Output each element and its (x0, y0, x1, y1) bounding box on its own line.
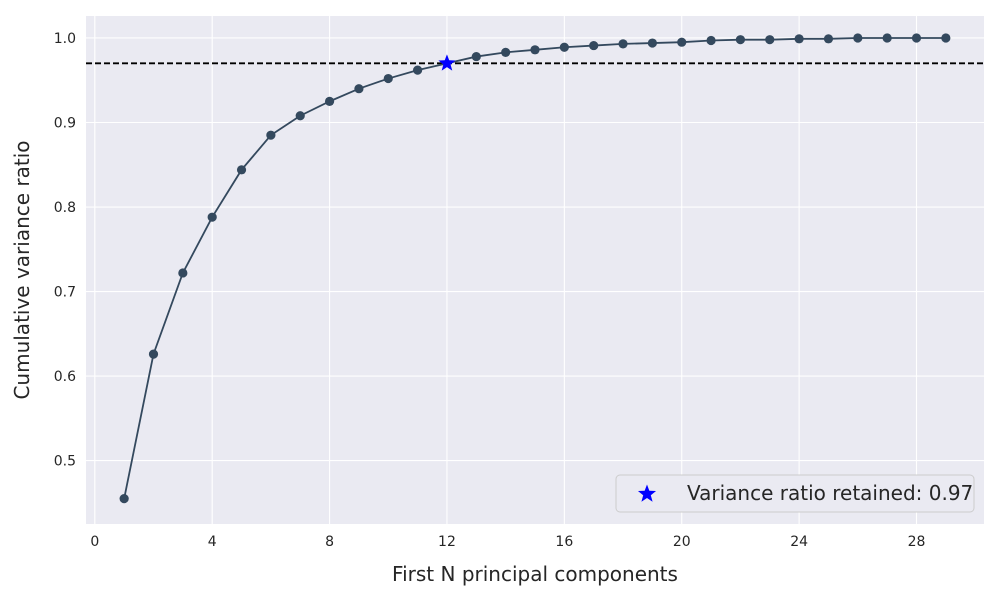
x-axis-label: First N principal components (392, 562, 678, 586)
data-points (119, 33, 951, 504)
data-point-4 (207, 212, 217, 222)
legend-star-icon (637, 484, 657, 502)
x-tick-label-3: 12 (438, 534, 456, 550)
x-tick-label-7: 28 (908, 534, 926, 550)
data-point-9 (354, 84, 364, 94)
y-axis-label: Cumulative variance ratio (10, 140, 34, 399)
data-point-15 (530, 45, 540, 55)
x-tick-label-1: 4 (208, 534, 217, 550)
data-point-18 (618, 39, 628, 49)
plot-background (86, 16, 984, 524)
y-tick-label-5: 1.0 (54, 31, 76, 47)
data-point-1 (119, 494, 129, 504)
data-point-29 (941, 33, 951, 43)
data-point-10 (383, 73, 393, 84)
data-point-14 (501, 47, 511, 57)
data-point-21 (706, 35, 716, 46)
data-point-22 (735, 35, 746, 45)
data-point-5 (236, 165, 247, 175)
data-point-17 (589, 40, 599, 51)
y-tick-label-4: 0.9 (54, 116, 76, 132)
x-tick-label-5: 20 (673, 534, 691, 550)
x-tick-label-2: 8 (325, 534, 334, 550)
highlight-star-icon (438, 54, 456, 71)
y-tick-label-2: 0.7 (54, 285, 76, 301)
data-point-13 (471, 51, 481, 62)
tick-labels: 0 4 8 12 16 20 24 28 0.5 0.6 0.7 0.8 0.9 1.0 (54, 31, 926, 550)
y-tick-label-1: 0.6 (54, 369, 76, 385)
legend-box (615, 474, 975, 513)
data-point-7 (295, 111, 305, 121)
data-point-11 (413, 65, 423, 75)
data-point-3 (178, 268, 188, 278)
data-point-8 (324, 96, 335, 106)
data-point-20 (677, 37, 687, 47)
legend: Variance ratio retained: 0.97 (615, 474, 975, 513)
data-point-23 (765, 35, 775, 45)
data-point-25 (823, 34, 834, 44)
data-point-28 (911, 33, 922, 43)
data-point-27 (882, 33, 892, 43)
data-point-6 (266, 130, 276, 140)
y-tick-label-3: 0.8 (54, 200, 76, 216)
data-point-2 (148, 349, 159, 359)
x-tick-label-6: 24 (790, 534, 808, 550)
x-tick-label-0: 0 (90, 534, 99, 550)
y-tick-label-0: 0.5 (54, 454, 76, 470)
data-point-26 (853, 33, 863, 43)
legend-label: Variance ratio retained: 0.97 (687, 481, 973, 505)
data-point-24 (794, 34, 804, 44)
x-tick-label-4: 16 (555, 534, 573, 550)
data-point-16 (559, 42, 569, 52)
data-point-19 (647, 38, 657, 48)
